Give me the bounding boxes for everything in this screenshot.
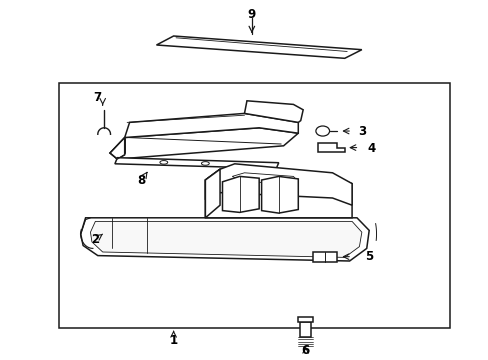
Polygon shape xyxy=(205,169,220,218)
Text: 2: 2 xyxy=(91,233,99,246)
Polygon shape xyxy=(205,164,351,205)
Polygon shape xyxy=(110,128,298,159)
Polygon shape xyxy=(115,158,278,168)
Polygon shape xyxy=(297,317,313,322)
Bar xyxy=(59,83,449,328)
Polygon shape xyxy=(90,221,361,257)
Text: 4: 4 xyxy=(367,142,375,155)
Polygon shape xyxy=(312,252,337,262)
Polygon shape xyxy=(232,173,298,184)
Text: 9: 9 xyxy=(247,8,255,21)
Polygon shape xyxy=(110,138,124,159)
Polygon shape xyxy=(81,218,368,261)
Text: 3: 3 xyxy=(357,125,365,138)
Text: 6: 6 xyxy=(301,344,309,357)
Text: 5: 5 xyxy=(365,250,372,263)
Polygon shape xyxy=(261,176,298,213)
Polygon shape xyxy=(299,322,311,337)
Text: 7: 7 xyxy=(94,91,102,104)
Polygon shape xyxy=(317,143,344,152)
Polygon shape xyxy=(156,36,361,58)
Polygon shape xyxy=(244,101,303,122)
Polygon shape xyxy=(205,169,351,218)
Polygon shape xyxy=(124,113,298,138)
Text: 8: 8 xyxy=(138,174,145,186)
Polygon shape xyxy=(222,176,259,212)
Text: 1: 1 xyxy=(169,334,177,347)
